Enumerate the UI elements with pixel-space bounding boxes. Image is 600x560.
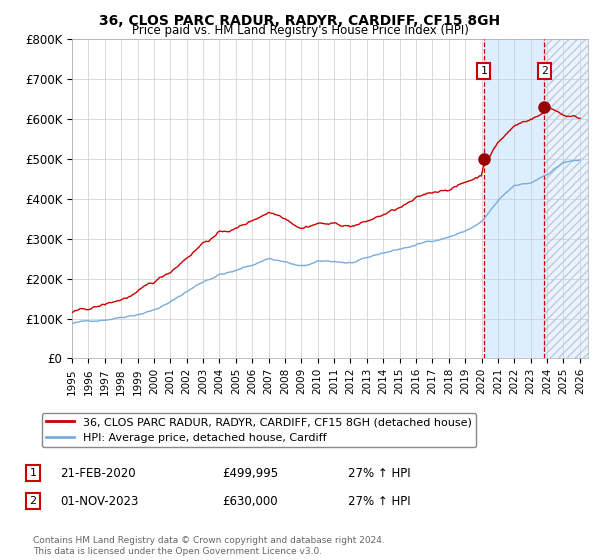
Text: Contains HM Land Registry data © Crown copyright and database right 2024.
This d: Contains HM Land Registry data © Crown c… xyxy=(33,536,385,556)
Text: £630,000: £630,000 xyxy=(222,494,278,508)
Text: 36, CLOS PARC RADUR, RADYR, CARDIFF, CF15 8GH: 36, CLOS PARC RADUR, RADYR, CARDIFF, CF1… xyxy=(100,14,500,28)
Bar xyxy=(544,39,588,358)
Text: 01-NOV-2023: 01-NOV-2023 xyxy=(60,494,139,508)
Text: 27% ↑ HPI: 27% ↑ HPI xyxy=(348,494,410,508)
Text: 21-FEB-2020: 21-FEB-2020 xyxy=(60,466,136,480)
Legend: 36, CLOS PARC RADUR, RADYR, CARDIFF, CF15 8GH (detached house), HPI: Average pri: 36, CLOS PARC RADUR, RADYR, CARDIFF, CF1… xyxy=(41,413,476,447)
Text: Price paid vs. HM Land Registry's House Price Index (HPI): Price paid vs. HM Land Registry's House … xyxy=(131,24,469,37)
Text: 27% ↑ HPI: 27% ↑ HPI xyxy=(348,466,410,480)
Text: 1: 1 xyxy=(480,66,487,76)
Bar xyxy=(544,39,588,358)
Text: 2: 2 xyxy=(29,496,37,506)
Text: 1: 1 xyxy=(29,468,37,478)
Text: 2: 2 xyxy=(541,66,548,76)
Text: £499,995: £499,995 xyxy=(222,466,278,480)
Bar xyxy=(484,39,544,358)
